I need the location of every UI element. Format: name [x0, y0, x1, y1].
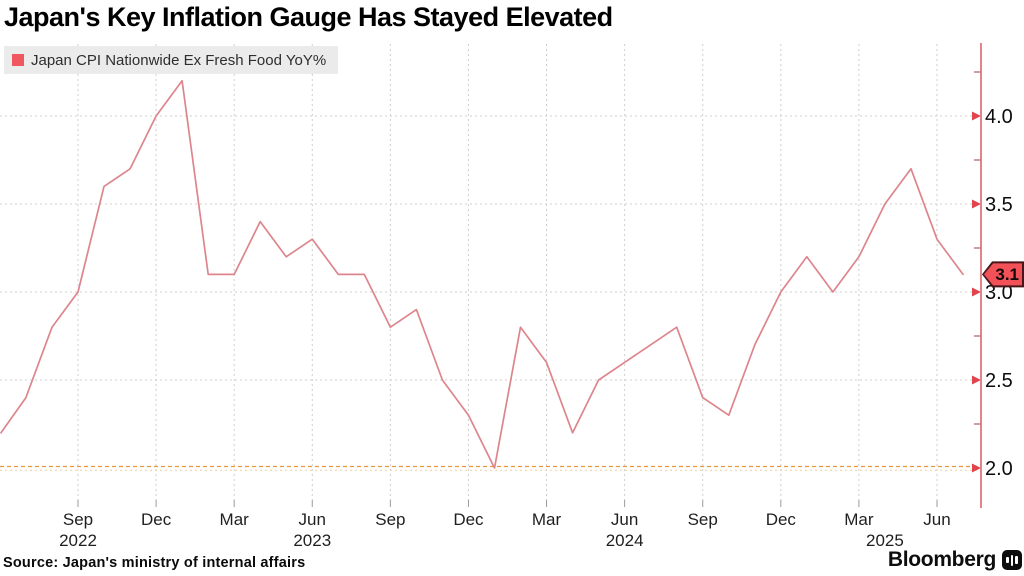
y-axis-label: 3.5 — [985, 194, 1013, 216]
legend: Japan CPI Nationwide Ex Fresh Food YoY% — [4, 46, 339, 74]
x-axis-month-label: Mar — [220, 510, 250, 529]
x-axis-month-label: Dec — [766, 510, 797, 529]
y-axis-arrow-tick — [972, 375, 981, 385]
last-value-badge: 3.1 — [982, 261, 1024, 288]
last-value-badge-fill: 3.1 — [984, 263, 1022, 286]
y-axis-arrow-tick — [972, 287, 981, 297]
y-axis-arrow-tick — [972, 463, 981, 473]
x-axis-month-label: Jun — [611, 510, 638, 529]
x-axis-year-label: 2025 — [866, 531, 904, 550]
x-axis-year-label: 2023 — [293, 531, 331, 550]
bloomberg-wordmark: Bloomberg — [887, 548, 996, 571]
x-axis-month-label: Dec — [141, 510, 172, 529]
x-axis-month-label: Mar — [532, 510, 562, 529]
source-note: Source: Japan's ministry of internal aff… — [3, 555, 306, 571]
x-axis-month-label: Mar — [844, 510, 874, 529]
y-axis-label: 2.5 — [985, 370, 1013, 392]
last-value-label: 3.1 — [995, 264, 1019, 284]
cpi-data-line — [0, 79, 964, 469]
y-axis-label: 4.0 — [985, 106, 1013, 128]
x-axis-month-label: Sep — [375, 510, 405, 529]
x-axis-month-label: Sep — [63, 510, 93, 529]
x-axis-month-label: Sep — [688, 510, 718, 529]
chart-title: Japan's Key Inflation Gauge Has Stayed E… — [4, 2, 613, 32]
y-axis-arrow-tick — [972, 111, 981, 121]
y-axis-label: 3.0 — [985, 282, 1013, 304]
bloomberg-logo: Bloomberg — [888, 548, 1022, 572]
y-axis-arrow-tick — [972, 199, 981, 209]
x-axis-year-label: 2024 — [606, 531, 644, 550]
legend-swatch-icon — [12, 54, 24, 66]
x-axis-month-label: Dec — [453, 510, 484, 529]
bloomberg-bars-icon — [1002, 550, 1022, 570]
x-axis-month-label: Jun — [299, 510, 326, 529]
legend-label: Japan CPI Nationwide Ex Fresh Food YoY% — [31, 51, 327, 69]
x-axis-month-label: Jun — [923, 510, 950, 529]
x-axis-year-label: 2022 — [59, 531, 97, 550]
y-axis-label: 2.0 — [985, 458, 1013, 480]
